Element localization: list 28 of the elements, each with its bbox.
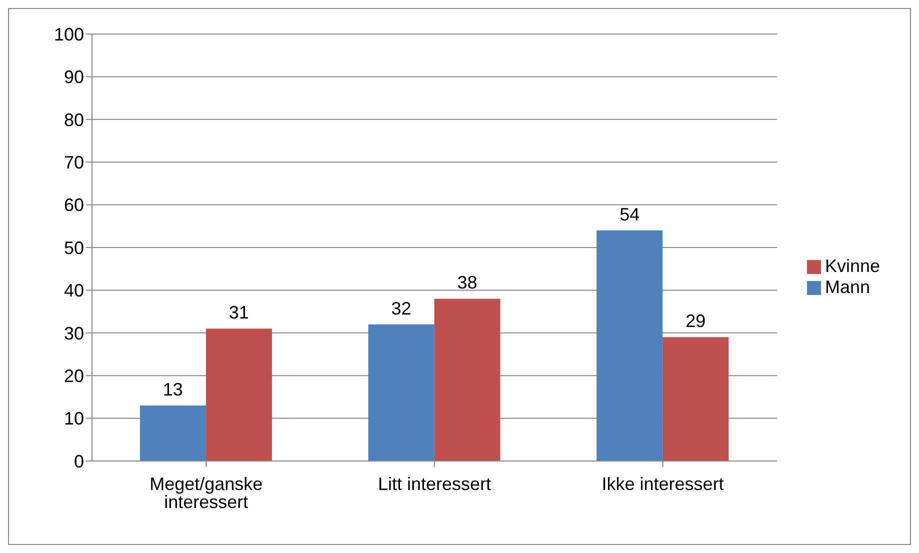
y-tick-label: 30 xyxy=(64,323,84,344)
y-tick-label: 40 xyxy=(64,280,84,301)
bar xyxy=(662,337,729,461)
y-tick-label: 100 xyxy=(54,24,84,44)
y-tick-label: 20 xyxy=(64,366,84,386)
data-label: 38 xyxy=(457,272,478,293)
y-tick-label: 50 xyxy=(64,238,84,258)
bar xyxy=(206,328,272,461)
y-tick-label: 90 xyxy=(64,67,84,88)
y-tick-label: 70 xyxy=(64,152,84,172)
bar xyxy=(596,230,663,461)
bar xyxy=(140,405,206,461)
y-tick-label: 80 xyxy=(64,110,84,130)
x-tick-label: Meget/ganske interessert xyxy=(150,474,263,512)
data-label: 13 xyxy=(162,379,183,400)
x-tick-label: Litt interessert xyxy=(378,474,491,494)
legend-label: Kvinne xyxy=(824,256,880,276)
x-tick-label: Ikke interessert xyxy=(602,474,724,494)
bar xyxy=(434,298,500,461)
bar xyxy=(368,324,434,461)
data-label: 29 xyxy=(686,311,706,332)
data-label: 54 xyxy=(620,204,640,224)
y-tick-label: 60 xyxy=(64,195,84,216)
y-tick-label: 0 xyxy=(74,451,84,472)
legend-label: Mann xyxy=(824,276,870,296)
data-label: 31 xyxy=(228,302,249,323)
y-tick-label: 10 xyxy=(64,408,84,429)
data-label: 32 xyxy=(391,298,412,318)
